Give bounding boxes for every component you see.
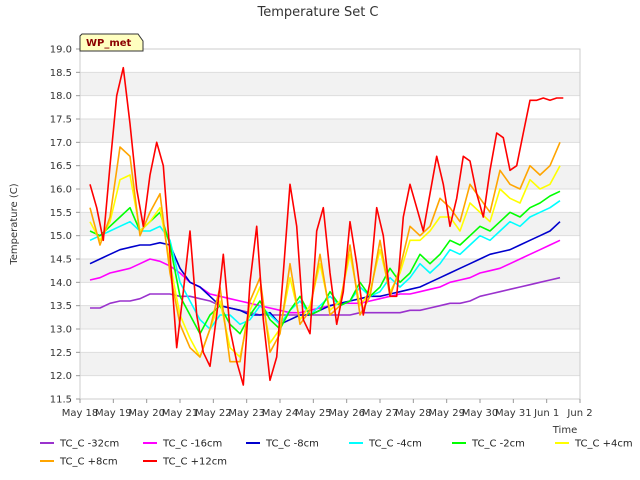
grid-band bbox=[80, 165, 580, 189]
chart-title: Temperature Set C bbox=[256, 5, 378, 20]
y-tick-label: 12.0 bbox=[50, 371, 72, 382]
x-tick-label: May 30 bbox=[462, 408, 499, 419]
legend-label: TC_C +4cm bbox=[574, 439, 633, 450]
x-tick-label: May 25 bbox=[295, 408, 332, 419]
title-group: Temperature Set C bbox=[256, 5, 378, 20]
legend-label: TC_C -4cm bbox=[368, 439, 422, 450]
plot-area bbox=[79, 48, 581, 400]
grid-band bbox=[80, 212, 580, 236]
y-tick-label: 11.5 bbox=[50, 395, 72, 406]
grid-band bbox=[80, 352, 580, 376]
legend-item: TC_C +8cm bbox=[40, 457, 118, 468]
y-tick-label: 19.0 bbox=[50, 45, 72, 56]
y-axis-ticks: 11.5 12.0 12.5 13.0 13.5 14.0 14.5 15.0 15.5 16.0… bbox=[50, 45, 80, 406]
y-tick-label: 15.0 bbox=[50, 231, 72, 242]
y-tick-label: 14.0 bbox=[50, 278, 72, 289]
x-tick-label: May 29 bbox=[428, 408, 465, 419]
legend: TC_C -32cm TC_C -16cm TC_C -8cm TC_C -4cm TC… bbox=[40, 439, 633, 468]
y-tick-label: 17.5 bbox=[50, 115, 72, 126]
x-tick-label: Jun 1 bbox=[533, 408, 559, 419]
y-tick-label: 12.5 bbox=[50, 348, 72, 359]
y-tick-label: 18.5 bbox=[50, 68, 72, 79]
legend-label: TC_C +12cm bbox=[162, 457, 227, 468]
y-tick-label: 13.5 bbox=[50, 301, 72, 312]
legend-label: TC_C -16cm bbox=[162, 439, 222, 450]
x-tick-label: May 21 bbox=[162, 408, 199, 419]
series-layer bbox=[89, 66, 564, 386]
legend-item: TC_C -8cm bbox=[246, 439, 319, 450]
series-line-tcc+8cm bbox=[89, 141, 561, 363]
x-tick-label: May 28 bbox=[395, 408, 432, 419]
series-line-tcc-32cm bbox=[90, 276, 561, 316]
legend-label: TC_C -8cm bbox=[265, 439, 319, 450]
series-line-tcc-8cm bbox=[89, 221, 561, 326]
plot-border bbox=[79, 48, 581, 400]
x-tick-label: May 20 bbox=[128, 408, 165, 419]
x-tick-label: May 22 bbox=[195, 408, 232, 419]
x-tick-label: May 18 bbox=[62, 408, 99, 419]
x-tick-label: Jun 2 bbox=[566, 408, 592, 419]
legend-item: TC_C -32cm bbox=[40, 439, 119, 450]
legend-label: TC_C -32cm bbox=[59, 439, 119, 450]
series-line-tcc+12cm bbox=[89, 66, 564, 386]
y-tick-label: 17.0 bbox=[50, 138, 72, 149]
x-tick-label: May 27 bbox=[362, 408, 399, 419]
legend-label: TC_C +8cm bbox=[59, 457, 118, 468]
legend-item: TC_C +4cm bbox=[555, 439, 633, 450]
legend-item: TC_C -16cm bbox=[143, 439, 222, 450]
x-tick-label: May 26 bbox=[328, 408, 365, 419]
y-tick-label: 13.0 bbox=[50, 325, 72, 336]
grid-bands bbox=[80, 72, 580, 376]
legend-item: TC_C +12cm bbox=[143, 457, 227, 468]
badge-label: WP_met bbox=[86, 38, 132, 49]
x-axis-label: Time bbox=[552, 425, 577, 436]
y-tick-label: 18.0 bbox=[50, 91, 72, 102]
grid-band bbox=[80, 72, 580, 96]
x-tick-label: May 31 bbox=[495, 408, 532, 419]
legend-item: TC_C -4cm bbox=[349, 439, 422, 450]
y-tick-label: 16.0 bbox=[50, 185, 72, 196]
badge-shape bbox=[79, 33, 144, 52]
grid-band bbox=[80, 119, 580, 143]
x-tick-label: May 24 bbox=[262, 408, 299, 419]
legend-item: TC_C -2cm bbox=[452, 439, 525, 450]
y-axis-label: Temperature (C) bbox=[9, 183, 20, 265]
x-tick-label: May 19 bbox=[95, 408, 132, 419]
badge: WP_met bbox=[79, 33, 144, 52]
x-tick-label: May 23 bbox=[228, 408, 265, 419]
y-tick-label: 16.5 bbox=[50, 161, 72, 172]
legend-label: TC_C -2cm bbox=[471, 439, 525, 450]
y-tick-label: 15.5 bbox=[50, 208, 72, 219]
y-tick-label: 14.5 bbox=[50, 255, 72, 266]
